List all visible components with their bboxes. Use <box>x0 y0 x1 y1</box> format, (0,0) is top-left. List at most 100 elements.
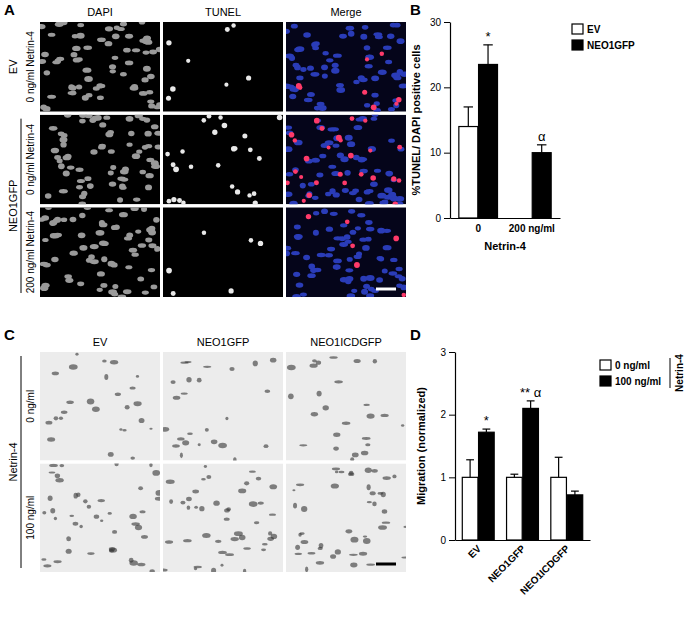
nucleus <box>350 230 357 235</box>
nucleus <box>128 131 134 136</box>
nucleus <box>57 158 63 163</box>
nucleus <box>155 145 160 150</box>
nucleus <box>289 55 295 61</box>
cell-speck <box>73 522 79 526</box>
tick-label: 10 <box>430 147 442 158</box>
tick-label: EV <box>466 543 483 560</box>
nucleus <box>383 46 392 50</box>
nucleus <box>319 154 326 159</box>
cell-speck <box>59 417 63 421</box>
cell-speck <box>139 418 145 423</box>
group-label: NEO1GFP <box>7 180 19 233</box>
nucleus <box>67 165 75 169</box>
tick-mark <box>449 352 455 353</box>
x-axis: 0200 ng/ml <box>451 219 561 235</box>
tick: 10 <box>430 147 450 158</box>
nucleus <box>395 196 404 202</box>
image-background <box>40 22 160 112</box>
cell-speck <box>180 501 185 505</box>
tick-label: 3 <box>440 347 446 358</box>
cell-speck <box>225 417 228 421</box>
legend: 0 ng/ml100 ng/mlNetrin-4 <box>600 354 685 392</box>
cell-speck <box>69 364 78 369</box>
nucleus <box>307 92 315 97</box>
image-background <box>40 207 160 297</box>
tunel-spot <box>277 115 282 120</box>
bar <box>479 64 498 218</box>
cell-speck <box>370 491 376 495</box>
error-bar <box>468 107 469 127</box>
nucleus <box>366 275 375 281</box>
cell-speck <box>372 502 376 507</box>
nucleus <box>40 104 47 110</box>
image-background <box>286 115 406 205</box>
cell-speck <box>367 413 375 418</box>
legend-label: EV <box>587 24 601 35</box>
nucleus <box>306 191 312 197</box>
cell-speck <box>152 470 160 476</box>
nucleus <box>313 211 319 215</box>
nucleus <box>339 34 347 39</box>
nucleus <box>396 267 403 271</box>
nucleus <box>149 50 157 55</box>
cell-speck <box>137 563 145 567</box>
tunel-spot <box>173 166 179 172</box>
tunel-spot <box>257 156 262 161</box>
cell-speck <box>48 496 53 502</box>
cell-speck <box>380 414 388 417</box>
cell-speck <box>377 492 383 495</box>
tunel-spot <box>201 118 206 123</box>
annotation: α <box>538 129 546 144</box>
nucleus <box>81 191 87 197</box>
plot-area <box>462 401 582 540</box>
cell-speck <box>114 464 118 467</box>
nucleus <box>64 115 71 118</box>
cell-speck <box>202 533 211 538</box>
image-cell <box>286 207 406 297</box>
nucleus <box>132 48 140 52</box>
cell-speck <box>335 549 341 554</box>
nucleus <box>41 52 49 57</box>
tunel-spot <box>397 145 402 150</box>
nucleus <box>120 72 127 76</box>
cell-speck <box>335 470 338 473</box>
nucleus <box>110 165 116 170</box>
cell-speck <box>87 552 94 555</box>
cell-speck <box>204 465 207 468</box>
cell-speck <box>149 428 152 430</box>
tick-mark <box>444 153 450 154</box>
nucleus <box>77 281 84 286</box>
nucleus <box>286 172 293 176</box>
tunel-spot <box>394 102 398 106</box>
cell-speck <box>334 380 343 383</box>
nucleus <box>397 69 403 75</box>
cell-speck <box>94 515 99 519</box>
tunel-spot <box>212 130 217 135</box>
nucleus <box>99 122 106 127</box>
cell-speck <box>69 515 74 517</box>
cell-speck <box>338 471 344 473</box>
tunel-spot <box>258 241 263 246</box>
scale-bar <box>376 563 396 566</box>
panel-letter: D <box>410 326 421 343</box>
cell-speck <box>366 564 375 566</box>
nucleus <box>333 135 341 141</box>
cell-speck <box>295 553 303 555</box>
image-cell <box>163 22 283 112</box>
nucleus <box>337 152 344 158</box>
tick-label: 1 <box>440 472 446 483</box>
error-cap <box>464 106 473 107</box>
image-background <box>163 115 283 205</box>
panel-letter: B <box>410 1 421 18</box>
nucleus <box>382 268 388 273</box>
nucleus <box>84 207 92 210</box>
nucleus <box>79 245 87 251</box>
cell-speck <box>299 444 307 446</box>
cell-speck <box>269 513 276 515</box>
image-cell <box>40 464 160 573</box>
error-bar <box>487 45 488 65</box>
nucleus <box>374 169 381 173</box>
cell-speck <box>108 452 114 457</box>
cell-speck <box>205 428 209 432</box>
image-cell <box>40 352 160 461</box>
